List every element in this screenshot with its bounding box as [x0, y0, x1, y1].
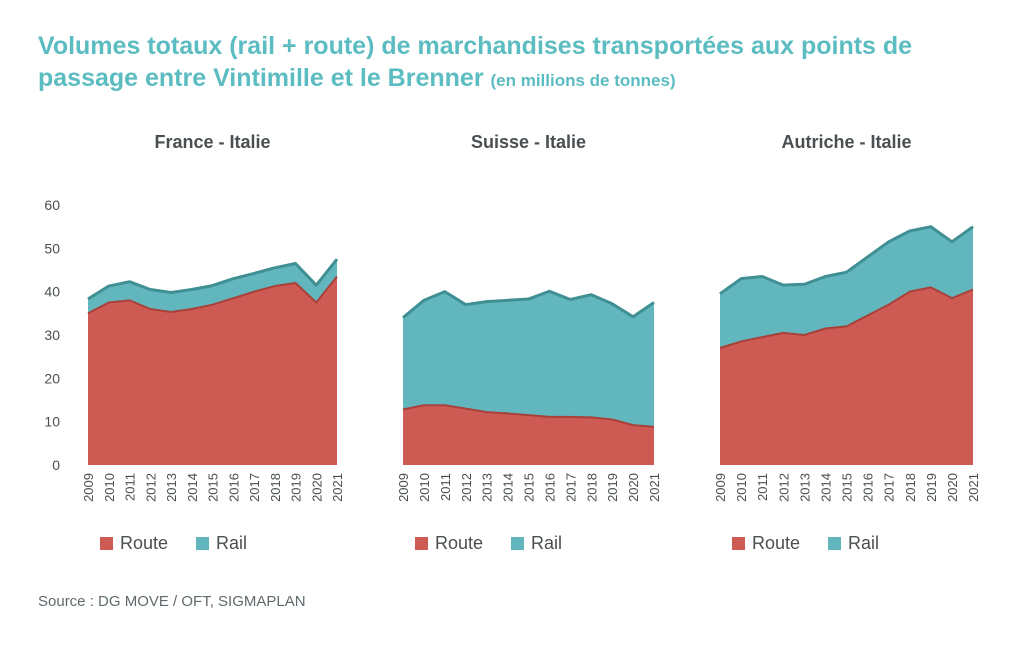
chart-title-main: Volumes totaux (rail + route) de marchan… — [38, 32, 913, 92]
route-area-0 — [88, 276, 337, 465]
y-tick-label: 50 — [44, 240, 60, 256]
x-tick-label: 2010 — [102, 473, 117, 502]
x-tick-label: 2019 — [605, 473, 620, 502]
x-tick-label: 2010 — [417, 473, 432, 502]
x-tick-label: 2016 — [861, 473, 876, 502]
route-top-line-2 — [719, 286, 974, 349]
x-tick-label: 2015 — [522, 473, 537, 502]
x-tick-label: 2020 — [626, 473, 641, 502]
legend-swatch-rail — [511, 537, 524, 550]
x-tick-label: 2011 — [755, 473, 770, 501]
x-tick-label: 2011 — [438, 473, 453, 501]
route-top-line-0 — [87, 275, 338, 315]
legend-label-route: Route — [435, 533, 483, 553]
x-tick-label: 2009 — [713, 473, 728, 502]
x-tick-label: 2020 — [945, 473, 960, 502]
y-tick-label: 20 — [44, 370, 60, 386]
x-tick-label: 2013 — [164, 473, 179, 502]
route-area-1 — [403, 405, 654, 465]
x-tick-label: 2014 — [501, 473, 516, 502]
legend-label-route: Route — [752, 533, 800, 553]
x-tick-label: 2021 — [647, 473, 662, 502]
route-area-2 — [720, 287, 973, 465]
y-tick-label: 10 — [44, 414, 60, 430]
x-tick-label: 2018 — [268, 473, 283, 502]
x-tick-label: 2010 — [734, 473, 749, 502]
rail-top-line-0 — [87, 258, 339, 301]
panel-title-2: Autriche - Italie — [781, 132, 911, 152]
panel-title-1: Suisse - Italie — [471, 132, 586, 152]
x-tick-label: 2017 — [247, 473, 262, 502]
legend-label-rail: Rail — [216, 533, 247, 553]
x-tick-label: 2018 — [903, 473, 918, 502]
chart-title: Volumes totaux (rail + route) de marchan… — [38, 30, 998, 97]
x-tick-label: 2014 — [818, 473, 833, 502]
legend-label-rail: Rail — [848, 533, 879, 553]
x-tick-label: 2012 — [776, 473, 791, 502]
rail-top-line-1 — [402, 289, 655, 319]
legend-label-route: Route — [120, 533, 168, 553]
y-tick-label: 40 — [44, 284, 60, 300]
x-tick-label: 2015 — [206, 473, 221, 502]
x-tick-label: 2019 — [289, 473, 304, 502]
x-tick-label: 2015 — [840, 473, 855, 502]
legend-swatch-route — [100, 537, 113, 550]
legend-label-rail: Rail — [531, 533, 562, 553]
x-tick-label: 2014 — [185, 473, 200, 502]
x-tick-label: 2019 — [924, 473, 939, 502]
legend-swatch-rail — [196, 537, 209, 550]
x-tick-label: 2020 — [309, 473, 324, 502]
route-top-line-1 — [402, 404, 655, 428]
x-tick-label: 2013 — [480, 473, 495, 502]
rail-area-1 — [403, 291, 654, 427]
legend-swatch-rail — [828, 537, 841, 550]
rail-top-line-2 — [719, 225, 974, 296]
source-note: Source : DG MOVE / OFT, SIGMAPLAN — [38, 593, 306, 610]
legend-swatch-route — [415, 537, 428, 550]
x-tick-label: 2012 — [459, 473, 474, 502]
x-tick-label: 2017 — [882, 473, 897, 502]
x-tick-label: 2009 — [396, 473, 411, 502]
chart-title-unit: (en millions de tonnes) — [490, 71, 676, 90]
x-tick-label: 2017 — [563, 473, 578, 502]
y-tick-label: 0 — [52, 457, 60, 473]
y-tick-label: 60 — [44, 197, 60, 213]
panel-title-0: France - Italie — [154, 132, 270, 152]
x-tick-label: 2016 — [226, 473, 241, 502]
legend-swatch-route — [732, 537, 745, 550]
x-tick-label: 2016 — [542, 473, 557, 502]
x-tick-label: 2021 — [330, 473, 345, 502]
x-tick-label: 2013 — [797, 473, 812, 502]
x-tick-label: 2018 — [584, 473, 599, 502]
x-tick-label: 2012 — [143, 473, 158, 502]
x-tick-label: 2009 — [81, 473, 96, 502]
x-tick-label: 2011 — [123, 473, 138, 501]
rail-area-2 — [720, 226, 973, 348]
x-tick-label: 2021 — [966, 473, 981, 502]
y-tick-label: 30 — [44, 327, 60, 343]
